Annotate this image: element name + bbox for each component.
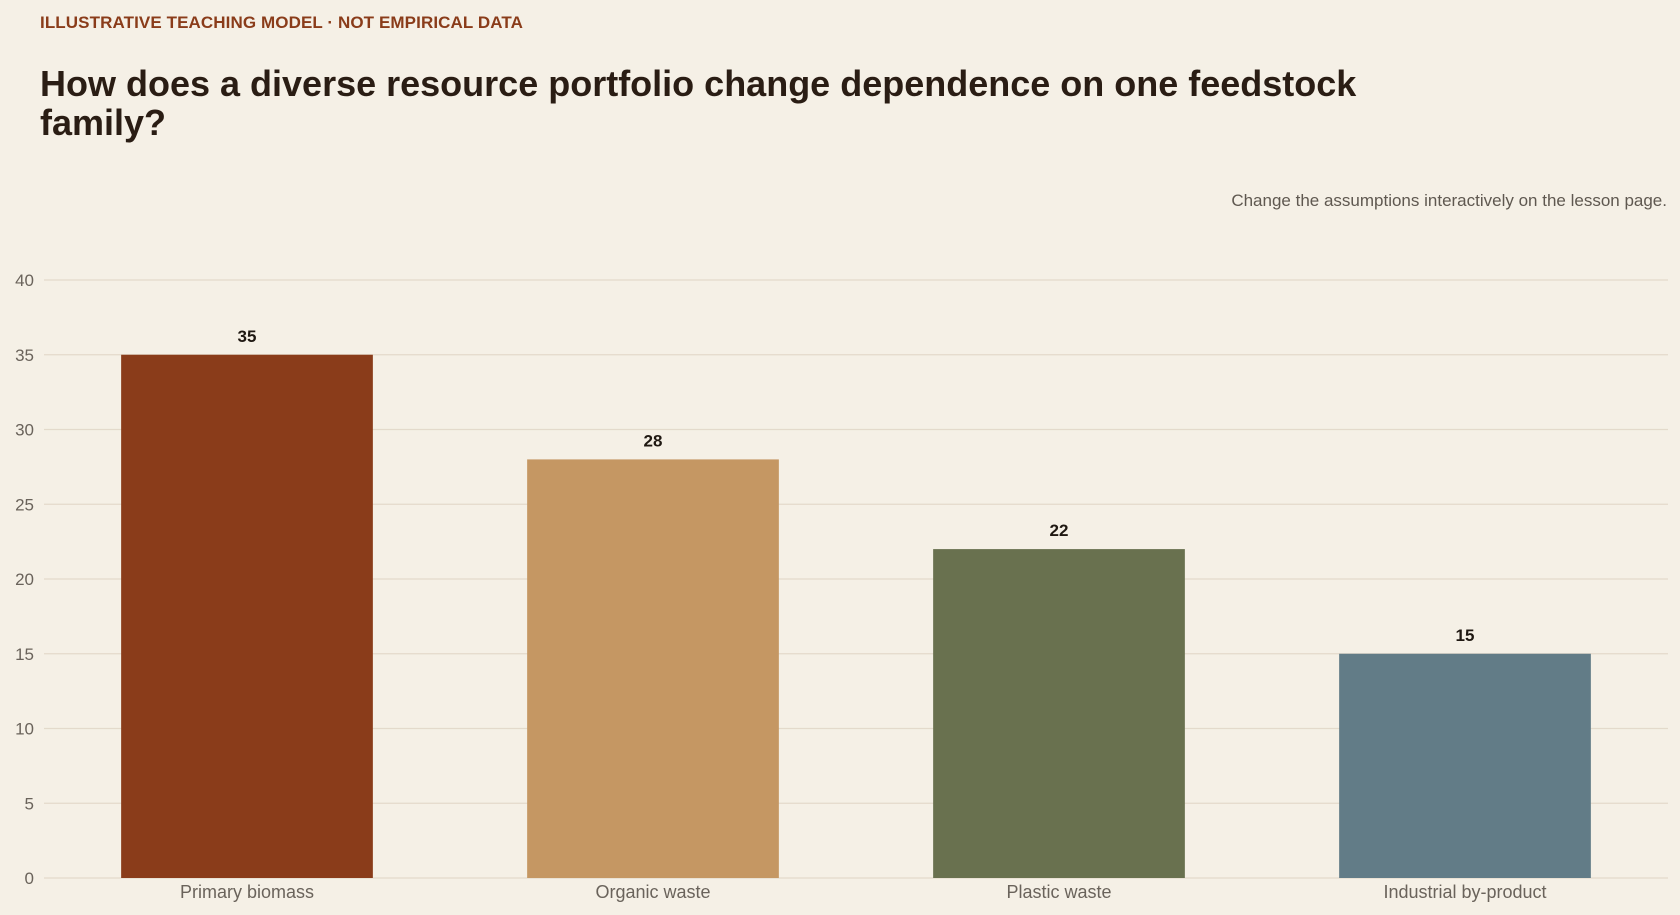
bar <box>933 549 1185 878</box>
bar <box>527 459 779 878</box>
chart-title: How does a diverse resource portfolio ch… <box>40 63 1357 143</box>
bar <box>121 354 373 878</box>
category-label: Primary biomass <box>180 882 314 902</box>
bar-value-label: 22 <box>1050 521 1069 540</box>
interactive-note: Change the assumptions interactively on … <box>1231 191 1667 210</box>
eyebrow-label: ILLUSTRATIVE TEACHING MODEL · NOT EMPIRI… <box>40 13 523 32</box>
y-tick-label: 30 <box>15 421 34 440</box>
y-tick-label: 25 <box>15 495 34 514</box>
bar-value-label: 35 <box>238 327 257 346</box>
bar-value-label: 28 <box>644 431 663 450</box>
y-axis-ticks: 0 5 10 15 20 25 30 35 40 <box>15 271 34 888</box>
value-labels: 35 28 22 15 <box>238 327 1475 645</box>
y-tick-label: 35 <box>15 346 34 365</box>
y-tick-label: 20 <box>15 570 34 589</box>
bars <box>121 354 1591 878</box>
y-tick-label: 10 <box>15 720 34 739</box>
x-axis-labels: Primary biomass Organic waste Plastic wast… <box>180 882 1547 902</box>
category-label: Plastic waste <box>1006 882 1111 902</box>
y-tick-label: 15 <box>15 645 34 664</box>
bar-value-label: 15 <box>1456 626 1475 645</box>
y-tick-label: 5 <box>25 794 34 813</box>
y-tick-label: 0 <box>25 869 34 888</box>
y-tick-label: 40 <box>15 271 34 290</box>
category-label: Organic waste <box>595 882 710 902</box>
bar <box>1339 653 1591 878</box>
category-label: Industrial by-product <box>1383 882 1546 902</box>
